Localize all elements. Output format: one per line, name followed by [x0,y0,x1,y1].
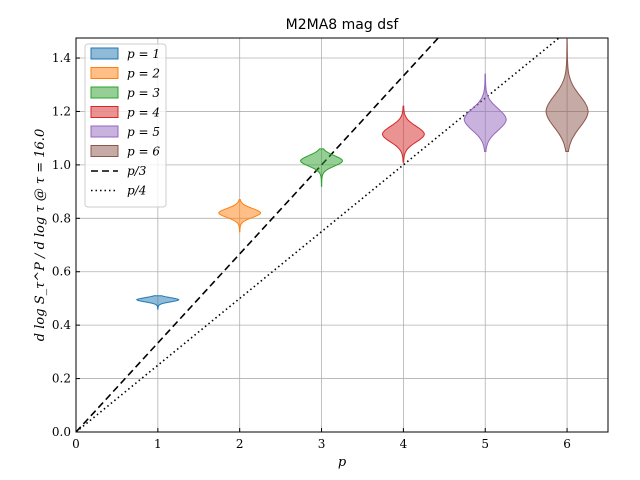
legend-swatch [90,125,119,138]
legend-label: p = 6 [127,145,160,159]
plot-frame [75,37,609,433]
axis-ticks: 0 1 2 3 4 5 6 0.0 0.2 0.4 0.6 0.8 1.0 1.2 1.4 [52,51,571,451]
legend: p = 1 p = 2 p = 3 p = 4 p = 5 p = 6 p/3 p/4 [84,43,167,208]
y-tick-label: 1.4 [52,51,71,65]
legend-swatch [90,86,119,99]
violins [135,38,589,310]
legend-swatch [90,67,119,79]
violin-p6 [545,38,589,152]
reference-lines [75,37,560,433]
violin-p1 [135,295,180,310]
x-tick-label: 2 [236,437,244,451]
legend-label: p = 3 [127,86,160,100]
legend-label: p/3 [127,164,147,178]
y-tick-label: 0.0 [52,425,71,439]
legend-box [84,43,167,208]
reference-line-dotted [75,37,560,433]
x-tick-label: 3 [318,437,326,451]
legend-label: p = 5 [127,125,160,139]
y-tick-label: 1.2 [52,104,71,118]
legend-swatch [90,106,119,118]
x-tick-label: 1 [154,437,162,451]
y-tick-label: 0.6 [52,265,71,279]
legend-label: p = 1 [127,47,160,61]
x-axis-label: p [338,455,347,470]
x-tick-label: 5 [481,437,489,451]
violin-p5 [463,73,507,152]
x-tick-label: 4 [400,437,408,451]
legend-label: p = 4 [127,106,160,120]
y-tick-label: 0.2 [52,372,71,386]
x-tick-label: 6 [563,437,571,451]
legend-label: p/4 [127,184,146,198]
violin-p3 [299,148,344,187]
legend-swatch [90,47,119,60]
y-tick-label: 0.4 [52,318,71,332]
y-axis-label: d log S_τ^P / d log τ @ τ = 16.0 [33,129,48,341]
legend-label: p = 2 [127,67,160,81]
chart-title: M2MA8 mag dsf [286,17,400,33]
violin-p4 [381,105,425,163]
x-tick-label: 0 [72,437,80,451]
y-tick-label: 0.8 [52,211,71,225]
reference-line-dashed [75,37,439,433]
y-tick-label: 1.0 [52,158,71,172]
violin-p2 [218,199,262,233]
legend-swatch [90,145,119,157]
